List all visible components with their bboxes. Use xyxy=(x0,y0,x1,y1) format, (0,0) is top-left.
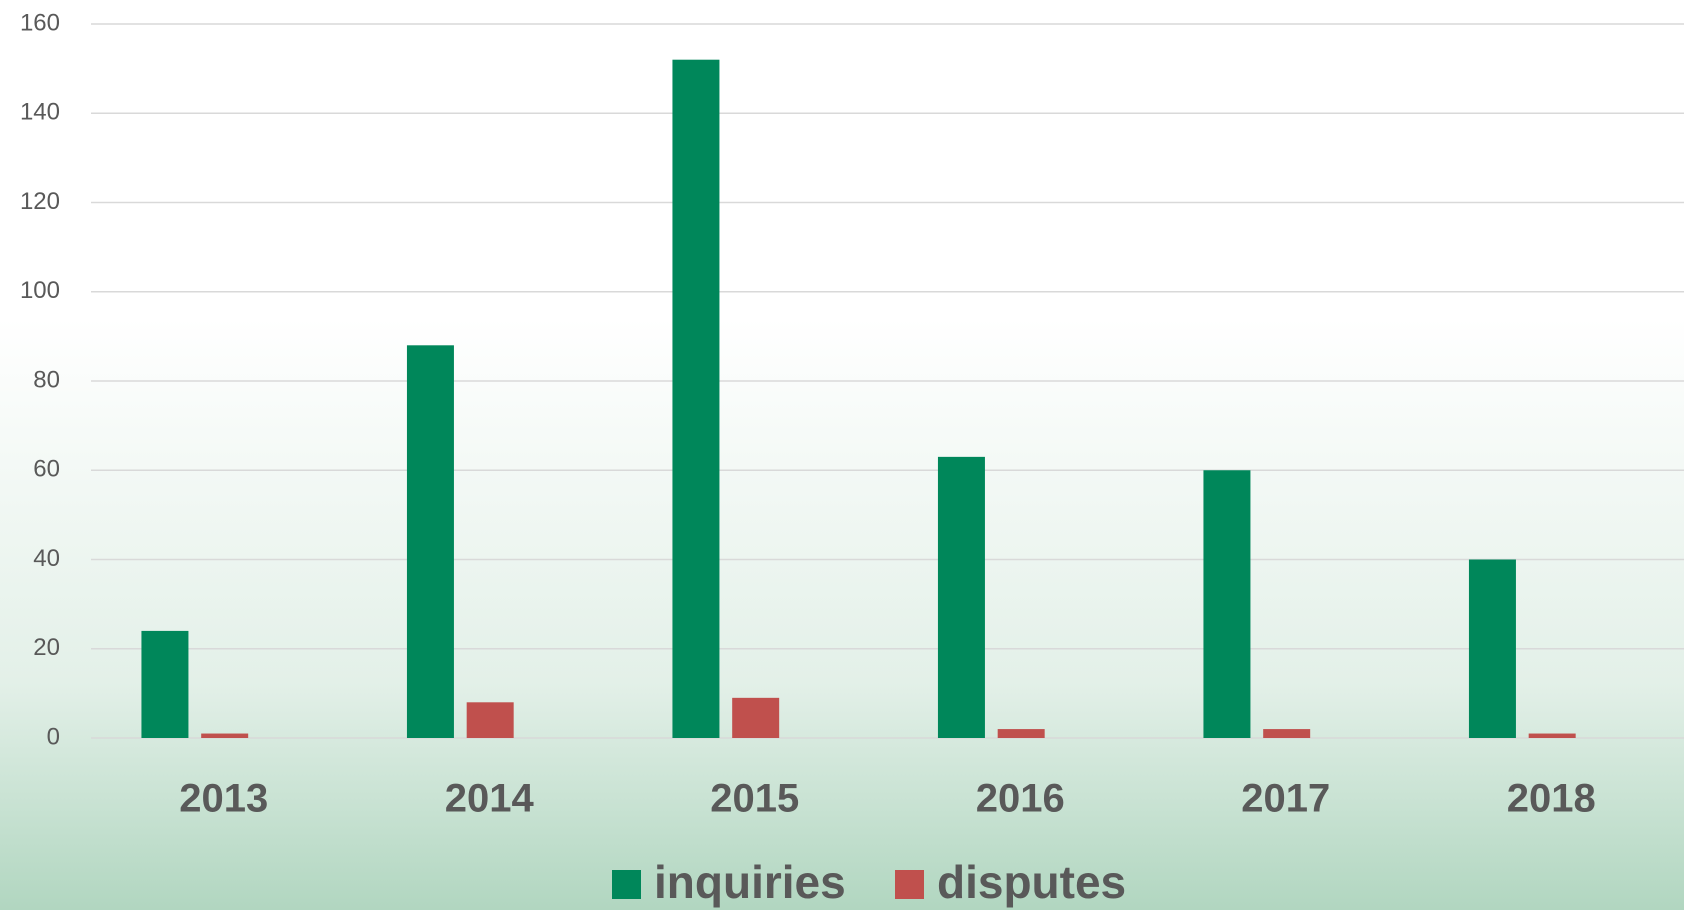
x-tick-label: 2018 xyxy=(1507,777,1596,821)
bar xyxy=(672,59,720,738)
bar xyxy=(732,697,780,738)
bar xyxy=(466,702,514,738)
legend-label: disputes xyxy=(937,856,1126,908)
bar xyxy=(406,345,454,738)
bar xyxy=(201,733,249,738)
bar xyxy=(141,630,189,738)
y-tick-label: 100 xyxy=(20,277,60,304)
bar xyxy=(1468,559,1516,738)
bar xyxy=(997,729,1045,738)
x-tick-label: 2014 xyxy=(445,777,535,821)
bar xyxy=(937,456,985,738)
bar xyxy=(1528,733,1576,738)
y-tick-label: 140 xyxy=(20,99,60,126)
legend-label: inquiries xyxy=(654,856,846,908)
x-tick-label: 2015 xyxy=(710,777,799,821)
y-tick-label: 120 xyxy=(20,188,60,215)
y-tick-label: 20 xyxy=(33,634,60,661)
legend-swatch xyxy=(612,870,641,899)
legend-swatch xyxy=(895,870,924,899)
x-tick-label: 2017 xyxy=(1241,777,1330,821)
y-tick-label: 0 xyxy=(47,723,60,750)
y-tick-label: 80 xyxy=(33,366,60,393)
x-tick-label: 2013 xyxy=(179,777,268,821)
bar xyxy=(1203,470,1251,738)
x-tick-label: 2016 xyxy=(976,777,1065,821)
bar xyxy=(1263,729,1311,738)
y-tick-label: 60 xyxy=(33,456,60,483)
y-tick-label: 40 xyxy=(33,545,60,572)
y-tick-label: 160 xyxy=(20,9,60,36)
